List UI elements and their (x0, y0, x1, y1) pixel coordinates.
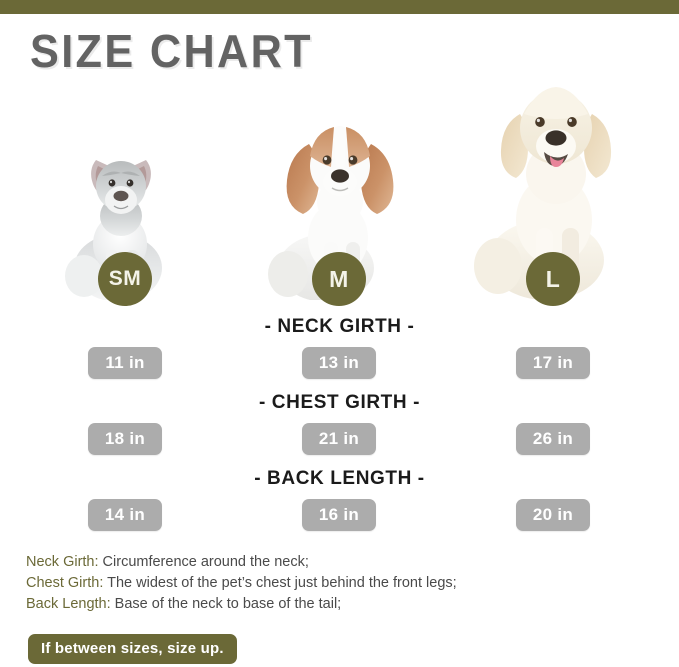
measurement-row-chest-girth: - CHEST GIRTH - 18 in 21 in 26 in (0, 392, 679, 459)
size-badge-l[interactable]: L (526, 252, 580, 306)
value-badge-chest-l: 26 in (516, 423, 590, 455)
legend-key-back-length: Back Length: (26, 596, 111, 612)
size-column-l: L (468, 70, 638, 306)
measurement-title-neck-girth: - NECK GIRTH - (264, 316, 415, 337)
legend-definitions: Neck Girth: Circumference around the nec… (26, 552, 666, 615)
size-badge-m[interactable]: M (312, 252, 366, 306)
value-badge-chest-sm: 18 in (88, 423, 162, 455)
value-strip-neck-girth: 11 in 13 in 17 in (0, 347, 679, 383)
legend-text-neck-girth: Circumference around the neck; (98, 554, 309, 570)
measurement-title-chest-girth: - CHEST GIRTH - (259, 392, 420, 413)
value-badge-neck-l: 17 in (516, 347, 590, 379)
measurement-row-neck-girth: - NECK GIRTH - 11 in 13 in 17 in (0, 316, 679, 383)
legend-line-chest-girth: Chest Girth: The widest of the pet’s che… (26, 573, 666, 594)
measurement-title-back-length: - BACK LENGTH - (254, 468, 425, 489)
value-badge-back-m: 16 in (302, 499, 376, 531)
top-accent-bar (0, 0, 679, 14)
size-up-note: If between sizes, size up. (28, 634, 237, 664)
size-badge-sm[interactable]: SM (98, 252, 152, 306)
measurement-row-back-length: - BACK LENGTH - 14 in 16 in 20 in (0, 468, 679, 535)
value-badge-back-l: 20 in (516, 499, 590, 531)
size-column-m: M (254, 110, 424, 306)
value-badge-neck-sm: 11 in (88, 347, 162, 379)
legend-text-chest-girth: The widest of the pet’s chest just behin… (103, 575, 457, 591)
legend-text-back-length: Base of the neck to base of the tail; (110, 596, 342, 612)
legend-key-chest-girth: Chest Girth: (26, 575, 104, 591)
size-column-sm: SM (40, 140, 210, 306)
legend-line-neck-girth: Neck Girth: Circumference around the nec… (26, 552, 666, 573)
value-badge-back-sm: 14 in (88, 499, 162, 531)
value-badge-chest-m: 21 in (302, 423, 376, 455)
value-strip-chest-girth: 18 in 21 in 26 in (0, 423, 679, 459)
value-strip-back-length: 14 in 16 in 20 in (0, 499, 679, 535)
page-title: SIZE CHART (30, 25, 313, 77)
value-badge-neck-m: 13 in (302, 347, 376, 379)
legend-line-back-length: Back Length: Base of the neck to base of… (26, 594, 666, 615)
legend-key-neck-girth: Neck Girth: (26, 554, 99, 570)
